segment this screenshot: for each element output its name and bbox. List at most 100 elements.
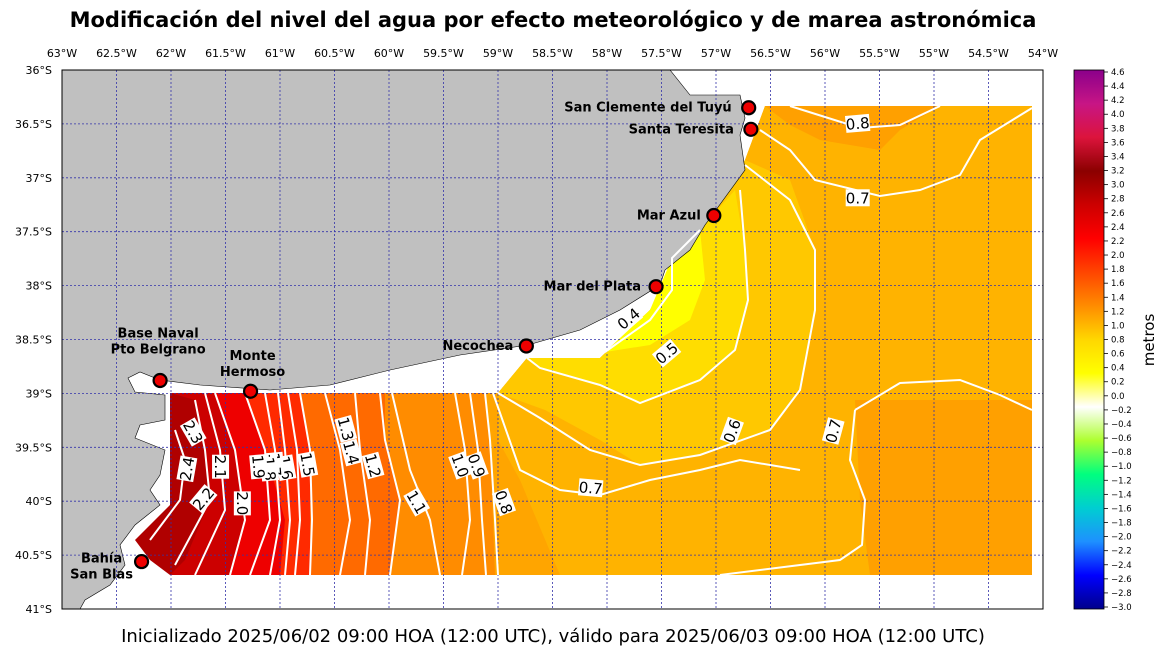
- station-marker: San Clemente del Tuyú: [564, 100, 757, 116]
- lat-tick-label: 38.5°S: [15, 334, 52, 347]
- lon-tick-label: 54.5°W: [968, 47, 1009, 60]
- colorbar-gradient: [1073, 69, 1105, 610]
- lat-tick-label: 36.5°S: [15, 118, 52, 131]
- colorbar-tick-label: 3.6: [1111, 138, 1125, 148]
- colorbar-tick-label: 0.2: [1111, 378, 1125, 388]
- stations: San Clemente del Tuyú Santa Teresita Mar A…: [70, 100, 759, 583]
- colorbar-tick-label: 1.0: [1111, 321, 1125, 331]
- contour-label: 0.7: [821, 417, 846, 445]
- station-label: Monte: [229, 349, 275, 364]
- contour-label: 0.7: [578, 478, 604, 498]
- contour-label: 2.1: [211, 454, 230, 479]
- lat-tick-label: 36°S: [26, 64, 52, 77]
- svg-text:0.7: 0.7: [846, 189, 870, 207]
- lon-tick-label: 60.5°W: [314, 47, 355, 60]
- lon-tick-label: 59°W: [483, 47, 513, 60]
- contour-labels: 0.80.70.40.50.6 0.70.70.80.91.01.11.21.31…: [176, 113, 870, 517]
- station-label: Base Naval: [118, 326, 199, 341]
- lon-tick-label: 59.5°W: [423, 47, 464, 60]
- station-label: Santa Teresita: [629, 122, 734, 137]
- colorbar-tick-label: 1.6: [1111, 279, 1125, 289]
- lon-tick-label: 63°W: [47, 47, 77, 60]
- svg-text:0.7: 0.7: [578, 478, 603, 498]
- station-marker: Mar del Plata: [544, 279, 664, 295]
- svg-text:0.8: 0.8: [845, 114, 870, 134]
- lat-tick-label: 37°S: [26, 172, 52, 185]
- lon-tick-label: 58°W: [592, 47, 622, 60]
- lat-tick-labels: 36°S 36.5°S 37°S 37.5°S 38°S 38.5°S 39°S 39.5°S…: [15, 64, 52, 616]
- colorbar-label: metros: [1140, 314, 1158, 367]
- station-label: Necochea: [442, 339, 513, 354]
- lat-tick-label: 38°S: [26, 280, 52, 293]
- station-label: Bahía: [81, 552, 122, 567]
- lat-tick-label: 41°S: [26, 603, 52, 616]
- lon-tick-label: 61.5°W: [205, 47, 246, 60]
- colorbar-tick-label: 4.4: [1111, 82, 1125, 92]
- colorbar-tick-label: −1.4: [1111, 490, 1132, 500]
- colorbar-tick-label: −1.6: [1111, 504, 1132, 514]
- colorbar-tick-label: 3.8: [1111, 124, 1125, 134]
- station-label: Hermoso: [220, 365, 285, 380]
- svg-text:1.9: 1.9: [248, 454, 268, 479]
- field-patch-east: [855, 400, 1032, 575]
- contour-label: 1.2: [361, 451, 385, 480]
- lon-tick-label: 55°W: [919, 47, 949, 60]
- colorbar-tick-label: 1.4: [1111, 293, 1125, 303]
- map-title: Modificación del nivel del agua por efec…: [69, 8, 1037, 32]
- svg-text:2.0: 2.0: [233, 491, 251, 515]
- colorbar-tick-label: −2.4: [1111, 561, 1132, 571]
- colorbar-tick-label: 4.2: [1111, 96, 1125, 106]
- station-label: San Blas: [70, 568, 133, 583]
- colorbar-tick-label: −2.2: [1111, 547, 1132, 557]
- station-marker: Necochea: [442, 338, 534, 354]
- colorbar-tick-label: 3.4: [1111, 152, 1125, 162]
- colorbar-tick-label: −1.2: [1111, 476, 1132, 486]
- colorbar-tick-label: −0.6: [1111, 434, 1132, 444]
- station-dot: [743, 121, 759, 137]
- contour-label: 0.7: [845, 189, 870, 207]
- lon-tick-label: 55.5°W: [859, 47, 900, 60]
- map-frame: [61, 69, 1044, 610]
- station-label: Mar del Plata: [544, 280, 642, 295]
- station-dot: [518, 338, 534, 354]
- colorbar-tick-label: −0.8: [1111, 448, 1132, 458]
- station-label: Mar Azul: [637, 209, 701, 224]
- colorbar-tick-label: −1.0: [1111, 462, 1132, 472]
- lon-tick-label: 57.5°W: [641, 47, 682, 60]
- lon-tick-label: 62°W: [156, 47, 186, 60]
- colorbar-tick-label: −3.0: [1111, 603, 1132, 613]
- svg-text:2.4: 2.4: [176, 456, 198, 483]
- station-marker: Mar Azul: [637, 207, 722, 224]
- lon-tick-label: 60°W: [374, 47, 404, 60]
- lon-tick-label: 62.5°W: [96, 47, 137, 60]
- colorbar-tick-label: −2.8: [1111, 589, 1132, 599]
- lat-tick-label: 39.5°S: [15, 441, 52, 454]
- colorbar-tick-label: 2.2: [1111, 237, 1125, 247]
- colorbar-tick-label: 0.6: [1111, 350, 1125, 360]
- contour-label: 1.9: [248, 453, 269, 479]
- lon-tick-label: 56°W: [810, 47, 840, 60]
- lon-tick-label: 54°W: [1028, 47, 1058, 60]
- colorbar-tick-label: 2.8: [1111, 195, 1125, 205]
- colorbar-tick-label: 3.2: [1111, 167, 1125, 177]
- colorbar-tick-label: 2.4: [1111, 223, 1125, 233]
- field-bay-tip: [135, 505, 170, 575]
- colorbar-tick-label: 4.0: [1111, 110, 1125, 120]
- svg-text:2.1: 2.1: [211, 455, 229, 479]
- colorbar-tick-label: 1.2: [1111, 307, 1125, 317]
- colorbar-tick-label: −0.4: [1111, 420, 1132, 430]
- svg-text:1.4: 1.4: [339, 439, 363, 467]
- lon-tick-labels: 63°W 62.5°W 62°W 61.5°W 61°W 60.5°W 60°W 59.5°W…: [47, 47, 1058, 60]
- lon-tick-label: 58.5°W: [532, 47, 573, 60]
- field-band-04: [605, 230, 705, 352]
- colorbar-tick-label: 1.8: [1111, 265, 1125, 275]
- lat-tick-label: 39°S: [26, 387, 52, 400]
- contour-label: 1.3: [334, 415, 358, 443]
- colorbar-tick-label: −0.2: [1111, 406, 1132, 416]
- contour-label: 0.8: [491, 487, 517, 517]
- svg-text:1.2: 1.2: [361, 452, 385, 480]
- svg-text:1.5: 1.5: [296, 451, 318, 478]
- station-dot: [133, 553, 150, 570]
